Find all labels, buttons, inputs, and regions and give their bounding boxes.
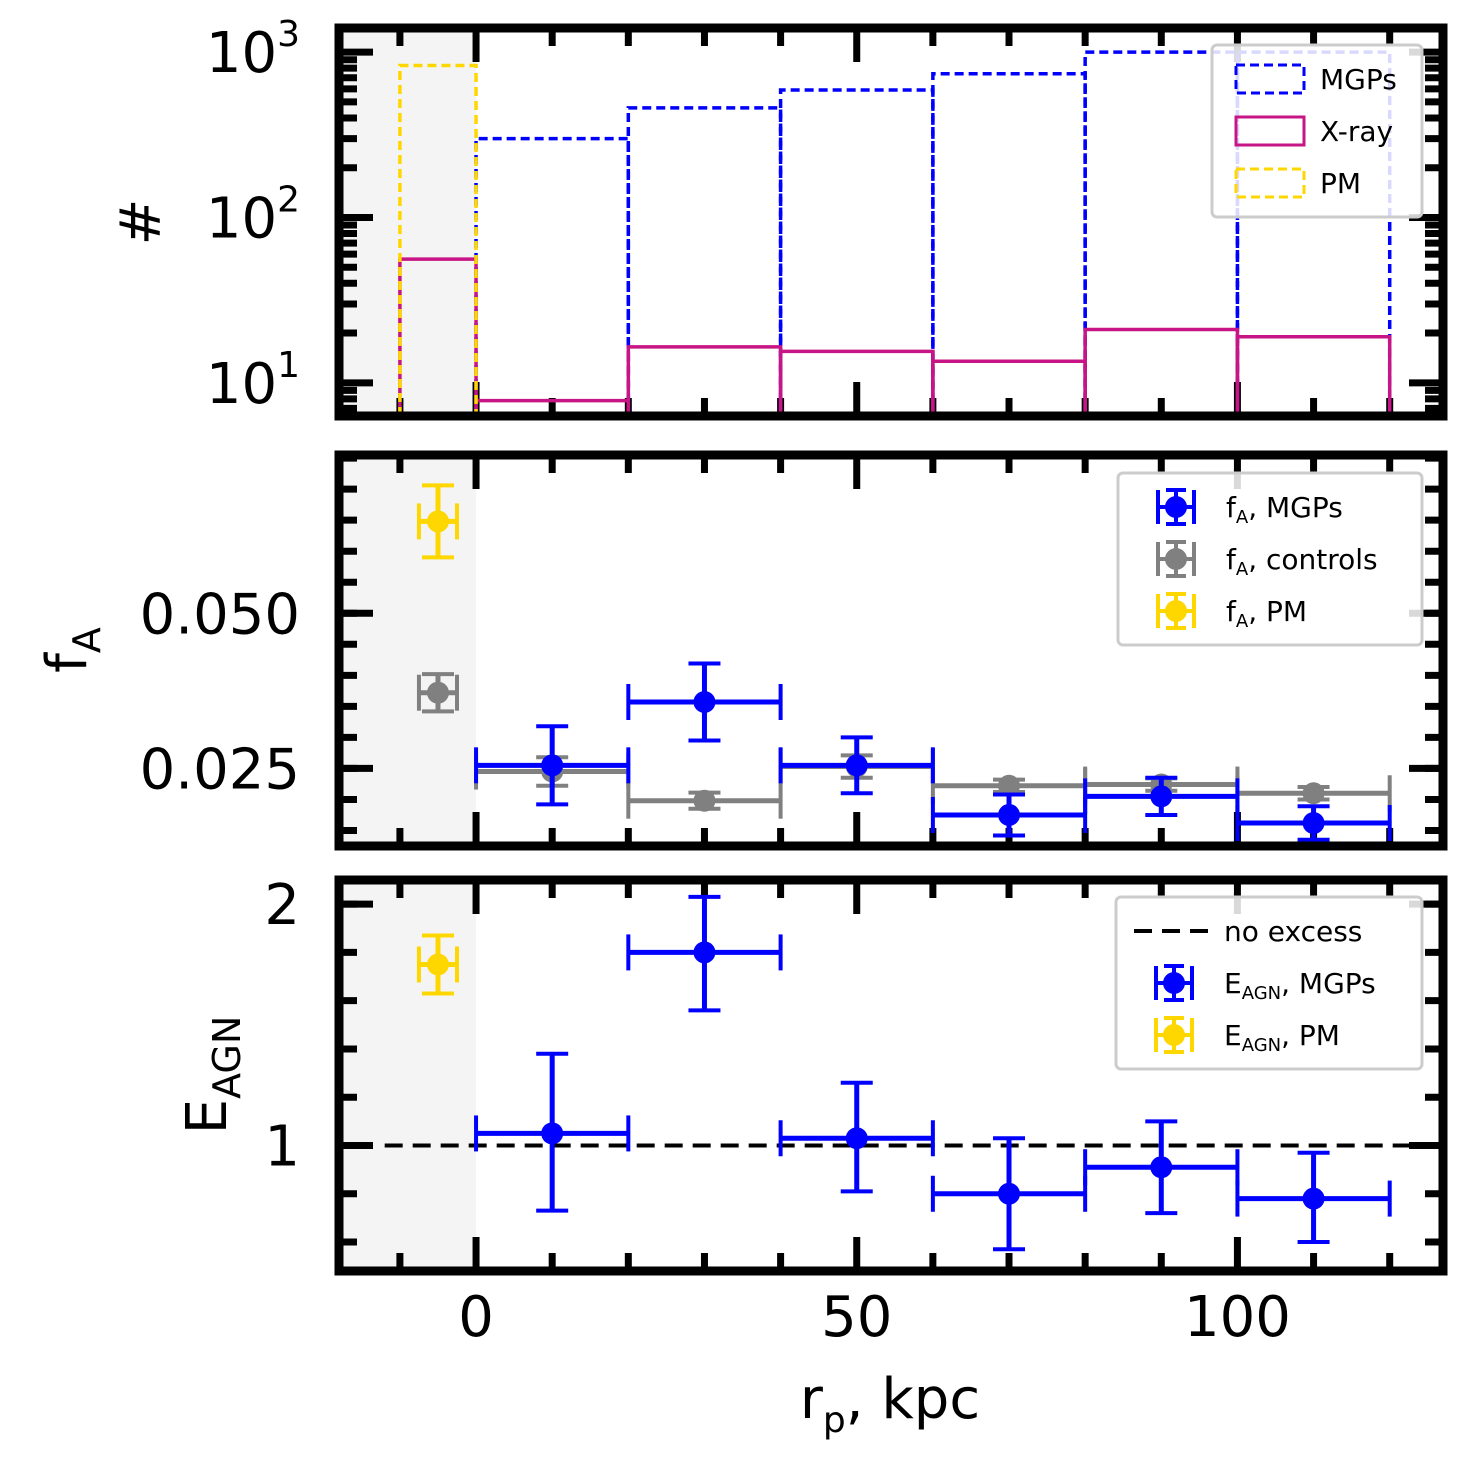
legend-swatch [1234,115,1306,147]
legend-label: PM [1320,167,1361,200]
data-point [426,953,449,976]
data-point [693,789,716,812]
y-tick-base: 10 [206,186,277,251]
y-tick-exponent: 1 [277,345,300,386]
legend-box [1210,43,1424,219]
legend-swatch [1234,63,1306,95]
y-axis-title-main: f [35,652,100,673]
data-point [998,774,1021,797]
histogram-bar [398,63,478,416]
y-tick-label: 101 [206,345,300,417]
legend-label: fA, PM [1226,595,1307,632]
legend-marker [1165,548,1187,570]
legend-label: no excess [1224,915,1362,948]
legend-label-subscript: AGN [1242,1035,1281,1056]
histogram-bar [474,136,631,416]
y-tick-base: 10 [206,21,277,86]
data-point [1302,812,1325,835]
histogram-bar [778,88,935,416]
y-tick-label: 2 [264,873,300,938]
x-tick-label: 50 [821,1285,892,1350]
legend-label-subscript: A [1236,611,1249,632]
legend-label-main: f [1226,595,1237,628]
data-point [845,754,868,777]
shaded-region [339,28,477,416]
legend-label: fA, controls [1226,543,1378,580]
legend-label-main: E [1224,967,1242,1000]
legend-marker [1163,972,1185,994]
legend-label: X-ray [1320,115,1393,148]
legend-label-rest: , MGPs [1248,491,1343,524]
data-point [998,1182,1021,1205]
legend-label: EAGN, MGPs [1224,967,1376,1004]
histogram-bar [931,72,1087,416]
x-axis-title-subscript: p [823,1400,846,1441]
y-axis-title-main: E [175,1099,240,1134]
legend-label-main: E [1224,1019,1242,1052]
x-tick-label: 0 [458,1285,494,1350]
legend-label-subscript: AGN [1242,983,1281,1004]
x-axis-title-rest: , kpc [846,1367,980,1432]
x-axis-title: rp, kpc [800,1367,980,1441]
panel-frame [334,23,1448,421]
legend-label-rest: , PM [1248,595,1307,628]
data-point [541,754,564,777]
y-axis-title-subscript: AGN [205,1016,249,1099]
y-axis-title-middle: fA [35,627,109,673]
data-point [426,681,449,704]
legend-label: MGPs [1320,63,1397,96]
histogram-bar [626,106,783,416]
legend-label-subscript: A [1236,507,1249,528]
data-point [1302,1187,1325,1210]
panel-frame [334,875,1448,1276]
data-point [1150,1156,1173,1179]
legend-marker [1165,600,1187,622]
data-point [845,1127,868,1150]
y-tick-label: 1 [264,1114,300,1179]
legend-label-subscript: A [1236,559,1249,580]
legend-label-main: f [1226,491,1237,524]
legend-swatch [1234,167,1306,199]
data-point [693,691,716,714]
legend-label-rest: , PM [1281,1019,1340,1052]
y-tick-label: 103 [206,14,300,86]
y-tick-exponent: 3 [277,14,300,55]
histogram-bar [1235,334,1392,416]
histogram-bar [1083,50,1240,416]
legend-label: EAGN, PM [1224,1019,1340,1056]
data-point [998,803,1021,826]
legend-marker [1165,496,1187,518]
y-axis-title-bottom: EAGN [175,1016,249,1135]
y-tick-base: 10 [206,352,277,417]
y-tick-label: 0.025 [140,737,300,802]
y-tick-label: 102 [206,179,300,251]
data-point [426,510,449,533]
y-tick-label: 0.050 [140,582,300,647]
shaded-region [339,880,477,1271]
legend-label-rest: , MGPs [1281,967,1376,1000]
y-axis-title-top: # [109,199,174,246]
panel-frame [334,450,1448,851]
legend-label-rest: , controls [1248,543,1377,576]
data-point [693,941,716,964]
data-point [541,1122,564,1145]
legend-label: fA, MGPs [1226,491,1343,528]
legend-label-main: f [1226,543,1237,576]
legend-marker [1163,1024,1185,1046]
x-tick-label: 100 [1184,1285,1291,1350]
y-axis-title-subscript: A [65,627,109,653]
data-point [1302,782,1325,805]
data-point [1150,785,1173,808]
y-tick-exponent: 2 [277,179,300,220]
x-axis-title-main: r [800,1367,824,1432]
